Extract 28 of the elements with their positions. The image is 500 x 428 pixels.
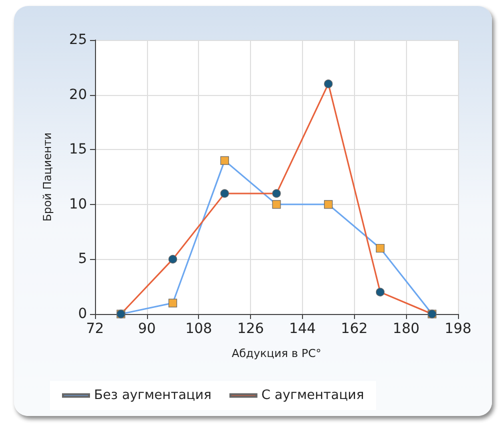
point	[324, 200, 333, 209]
point	[168, 254, 178, 264]
legend-label: Без аугментация	[94, 388, 212, 403]
x-axis-title: Абдукция в PC°	[232, 347, 322, 360]
legend-label: С аугментация	[261, 388, 364, 403]
x-tick-label: 108	[185, 321, 212, 337]
point	[272, 189, 281, 198]
x-tick-label: 126	[237, 321, 264, 337]
y-tick-label: 0	[78, 306, 87, 322]
point	[220, 189, 229, 198]
point	[168, 298, 178, 308]
x-tick-label: 162	[340, 321, 368, 337]
y-tick-label: 5	[78, 251, 87, 268]
y-tick-label: 10	[69, 196, 87, 212]
x-tick-label: 180	[392, 321, 420, 337]
y-tick-label: 20	[69, 86, 87, 103]
point	[272, 200, 281, 209]
y-tick-label: 25	[69, 32, 87, 48]
x-tick-label: 198	[444, 321, 472, 337]
y-tick-label: 15	[69, 142, 87, 158]
x-tick-label: 144	[289, 321, 316, 337]
x-tick-label: 90	[138, 321, 156, 337]
point	[220, 156, 229, 165]
x-tick-label: 72	[86, 321, 104, 337]
point	[376, 244, 385, 253]
point	[376, 288, 385, 296]
y-axis-title: Брой Пациенти	[41, 132, 54, 222]
point	[324, 80, 333, 88]
